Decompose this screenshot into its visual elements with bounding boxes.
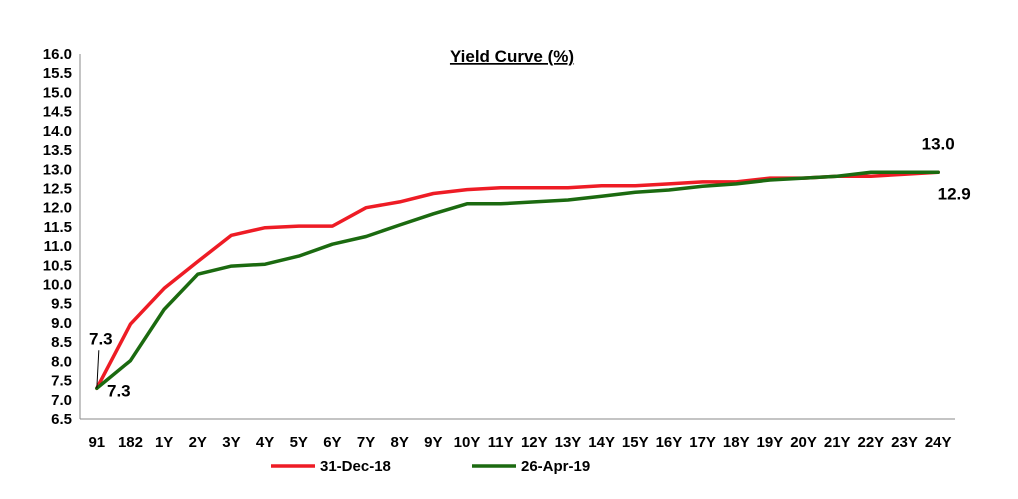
data-label: 13.0 xyxy=(922,134,955,153)
y-tick-label: 12.0 xyxy=(43,200,72,217)
y-tick-label: 15.5 xyxy=(43,65,72,82)
legend-label-1: 31-Dec-18 xyxy=(320,458,391,475)
y-tick-label: 8.0 xyxy=(51,353,72,370)
x-tick-label: 15Y xyxy=(622,434,649,451)
series-line-1 xyxy=(95,170,940,391)
data-label: 7.3 xyxy=(89,329,113,348)
annotation-layer: 7.3 7.3 13.0 12.9 xyxy=(89,134,971,400)
legend-label-2: 26-Apr-19 xyxy=(521,458,590,475)
series-line-2 xyxy=(95,170,940,391)
x-tick-label: 8Y xyxy=(391,434,409,451)
x-tick-label: 10Y xyxy=(454,434,481,451)
y-tick-label: 7.0 xyxy=(51,392,72,409)
x-tick-label: 24Y xyxy=(925,434,952,451)
y-tick-label: 14.0 xyxy=(43,123,72,140)
x-tick-label: 1Y xyxy=(155,434,173,451)
x-tick-label: 6Y xyxy=(323,434,341,451)
y-tick-label: 10.5 xyxy=(43,257,72,274)
data-label: 7.3 xyxy=(107,381,131,400)
y-tick-label: 8.5 xyxy=(51,334,72,351)
x-tick-label: 16Y xyxy=(656,434,683,451)
y-tick-label: 10.0 xyxy=(43,277,72,294)
x-tick-label: 19Y xyxy=(757,434,784,451)
y-tick-label: 11.0 xyxy=(44,238,72,255)
y-tick-label: 15.0 xyxy=(43,84,72,101)
x-tick-label: 18Y xyxy=(723,434,750,451)
x-tick-label: 2Y xyxy=(189,434,207,451)
x-tick-label: 7Y xyxy=(357,434,375,451)
x-tick-label: 91 xyxy=(88,434,105,451)
y-axis-ticks: 16.0 15.5 15.0 14.5 14.0 13.5 13.0 12.5 12.0 11.5… xyxy=(43,46,72,428)
y-tick-label: 16.0 xyxy=(43,46,72,63)
data-label: 12.9 xyxy=(938,184,971,203)
x-tick-label: 3Y xyxy=(222,434,240,451)
y-tick-label: 9.0 xyxy=(51,315,72,332)
series-layer xyxy=(95,170,940,391)
y-tick-label: 13.0 xyxy=(43,161,72,178)
x-tick-label: 23Y xyxy=(891,434,918,451)
data-label-leader xyxy=(96,350,100,389)
legend: 31-Dec-18 26-Apr-19 xyxy=(271,458,590,475)
y-tick-label: 13.5 xyxy=(43,142,72,159)
y-tick-label: 7.5 xyxy=(51,373,72,390)
x-tick-label: 9Y xyxy=(424,434,442,451)
x-tick-label: 22Y xyxy=(858,434,885,451)
x-tick-label: 13Y xyxy=(555,434,582,451)
y-tick-label: 9.5 xyxy=(51,296,72,313)
x-tick-label: 14Y xyxy=(588,434,615,451)
x-tick-label: 182 xyxy=(118,434,143,451)
y-tick-label: 12.5 xyxy=(43,180,72,197)
x-tick-label: 11Y xyxy=(488,434,514,451)
x-tick-label: 20Y xyxy=(790,434,817,451)
x-tick-label: 4Y xyxy=(256,434,274,451)
x-tick-label: 12Y xyxy=(521,434,548,451)
y-tick-label: 6.5 xyxy=(51,411,72,428)
y-tick-label: 14.5 xyxy=(43,104,72,121)
x-axis-ticks: 91 182 1Y 2Y 3Y 4Y 5Y 6Y 7Y 8Y 9Y 10Y 11Y 12Y 13Y 14Y 15… xyxy=(88,434,951,451)
y-tick-label: 11.5 xyxy=(44,219,72,236)
chart-title: Yield Curve (%) xyxy=(450,47,574,66)
x-tick-label: 21Y xyxy=(824,434,851,451)
x-tick-label: 17Y xyxy=(689,434,716,451)
x-tick-label: 5Y xyxy=(290,434,308,451)
